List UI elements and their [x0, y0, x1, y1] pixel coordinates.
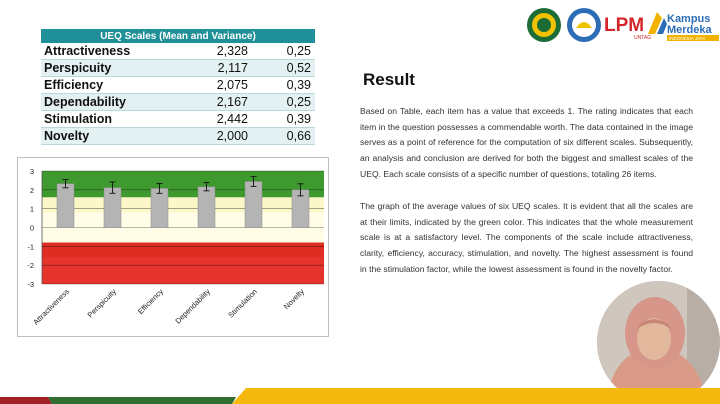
- chart-y-tick-label: 3: [30, 167, 34, 176]
- scale-mean: 2,075: [157, 76, 251, 94]
- scale-variance: 0,25: [251, 93, 315, 111]
- result-paragraph-1: Based on Table, each item has a value th…: [360, 106, 693, 179]
- chart-category-label: Stimulation: [226, 287, 259, 320]
- chart-category-label: Novelty: [282, 287, 306, 311]
- scale-mean: 2,328: [157, 43, 251, 60]
- table-row: Perspicuity 2,117 0,52: [41, 59, 315, 77]
- chart-bar: [56, 183, 75, 228]
- lpm-sub-text: UNTAG: [634, 35, 651, 41]
- chart-bar: [197, 186, 216, 228]
- scale-variance: 0,39: [251, 76, 315, 94]
- scale-variance: 0,25: [251, 43, 315, 60]
- result-paragraph-2: The graph of the average values of six U…: [360, 201, 693, 274]
- ministry-emblem-logo: [567, 8, 601, 42]
- chart-y-tick-label: -2: [27, 261, 34, 270]
- scale-mean: 2,442: [157, 110, 251, 128]
- chart-y-tick-label: 2: [30, 186, 34, 195]
- chart-band: [42, 197, 324, 213]
- logos: LPM UNTAG Kampus Merdeka INDONESIA JAYA: [527, 8, 719, 42]
- logo-area: LPM UNTAG Kampus Merdeka INDONESIA JAYA: [524, 4, 720, 46]
- chart-bar: [244, 181, 263, 228]
- scale-variance: 0,39: [251, 110, 315, 128]
- scale-mean: 2,000: [157, 127, 251, 145]
- table-header: UEQ Scales (Mean and Variance): [41, 29, 315, 43]
- scale-name: Perspicuity: [41, 59, 157, 77]
- scale-name: Stimulation: [41, 110, 157, 128]
- scale-name: Attractiveness: [41, 43, 157, 60]
- merdeka-sub-text: INDONESIA JAYA: [669, 36, 705, 41]
- merdeka-text: Merdeka: [667, 24, 713, 36]
- kampus-merdeka-logo: [648, 12, 667, 34]
- chart-y-tick-label: 1: [30, 205, 34, 214]
- table-row: Efficiency 2,075 0,39: [41, 76, 315, 94]
- table-row: Stimulation 2,442 0,39: [41, 110, 315, 128]
- scale-mean: 2,117: [157, 59, 251, 77]
- chart-y-tick-label: -1: [27, 242, 34, 251]
- ueq-table: UEQ Scales (Mean and Variance) Attractiv…: [41, 29, 315, 145]
- table-row: Novelty 2,000 0,66: [41, 127, 315, 145]
- chart-y-tick-label: 0: [30, 224, 34, 233]
- scale-variance: 0,52: [251, 59, 315, 77]
- result-heading: Result: [363, 70, 415, 89]
- chart-band: [42, 171, 324, 198]
- scale-name: Dependability: [41, 93, 157, 111]
- scale-variance: 0,66: [251, 127, 315, 145]
- chart-y-tick-label: -3: [27, 280, 34, 289]
- university-emblem-logo: [527, 8, 561, 42]
- ueq-chart: 3 2 1 0 -1 -2 -3 Attractiveness Perspicuity Effic…: [17, 157, 329, 337]
- table-row: Dependability 2,167 0,25: [41, 93, 315, 111]
- bottom-stripe-decoration: [0, 388, 720, 404]
- scale-mean: 2,167: [157, 93, 251, 111]
- chart-band-shade: [42, 242, 324, 258]
- chart-category-label: Attractiveness: [31, 287, 71, 327]
- presenter-webcam: [597, 281, 720, 404]
- chart-category-label: Efficiency: [136, 287, 165, 316]
- chart-category-label: Dependability: [173, 287, 212, 326]
- chart-bar: [150, 188, 169, 228]
- scale-name: Novelty: [41, 127, 157, 145]
- lpm-logo-text: LPM: [604, 15, 644, 36]
- scale-name: Efficiency: [41, 76, 157, 94]
- kampus-text: Kampus: [667, 13, 710, 25]
- table-row: Attractiveness 2,328 0,25: [41, 43, 315, 60]
- chart-category-label: Perspicuity: [86, 287, 118, 319]
